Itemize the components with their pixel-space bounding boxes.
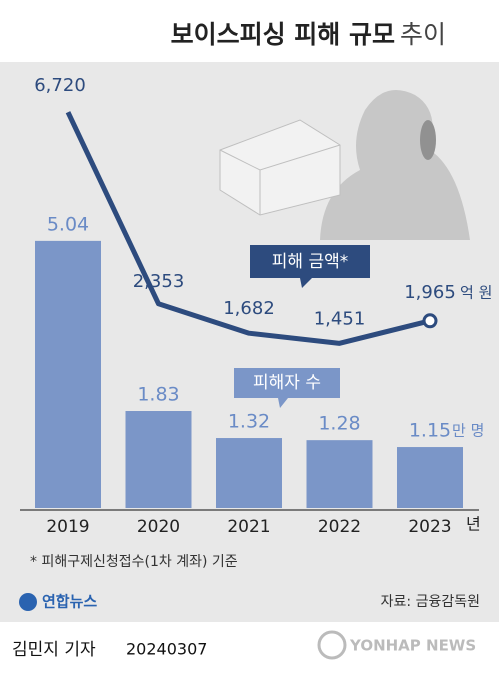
x-tick-label: 2022 (318, 517, 361, 537)
bar-unit: 만 명 (452, 422, 484, 440)
callout-box (250, 245, 370, 288)
x-tick-label: 2021 (227, 517, 270, 537)
x-tick-label: 2023 (408, 517, 451, 537)
bar (216, 438, 282, 508)
logo: 연합뉴스 (42, 593, 97, 611)
x-tick-label: 2020 (137, 517, 180, 537)
line-unit: 억 원 (460, 283, 492, 301)
bar-label: 1.83 (137, 384, 179, 406)
bar (35, 240, 101, 508)
callout-label: 피해 금액* (272, 252, 348, 272)
bar-label: 1.28 (318, 413, 360, 435)
date: 20240307 (126, 640, 207, 659)
bar-label: 1.15 (409, 420, 451, 442)
chart-title: 보이스피싱 피해 규모 (171, 20, 395, 49)
line-label: 1,451 (314, 308, 366, 329)
bar-label: 1.32 (228, 411, 270, 433)
reporter: 김민지 기자 (12, 640, 96, 660)
bar (125, 411, 192, 508)
bar-label: 5.04 (47, 213, 89, 235)
logo-icon (19, 593, 37, 611)
bar (306, 440, 373, 508)
line (65, 111, 431, 346)
bar (397, 447, 463, 508)
callout-label: 피해자 수 (253, 373, 321, 393)
callout-box (234, 368, 340, 408)
chart-title-suffix: 추이 (400, 20, 446, 49)
line-label: 6,720 (34, 75, 86, 96)
end-marker (422, 313, 438, 329)
title-band (0, 0, 499, 62)
x-unit: 년 (466, 515, 481, 534)
illustration (219, 90, 470, 240)
source: 자료: 금융감독원 (381, 594, 480, 610)
footnote: * 피해구제신청접수(1차 계좌) 기준 (30, 554, 238, 570)
watermark: YONHAP NEWS (349, 637, 476, 655)
line-label: 1,682 (223, 298, 275, 319)
line-label: 1,965 (404, 282, 456, 303)
line-label: 2,353 (133, 271, 185, 292)
x-tick-label: 2019 (46, 517, 89, 537)
watermark-icon (317, 630, 347, 660)
